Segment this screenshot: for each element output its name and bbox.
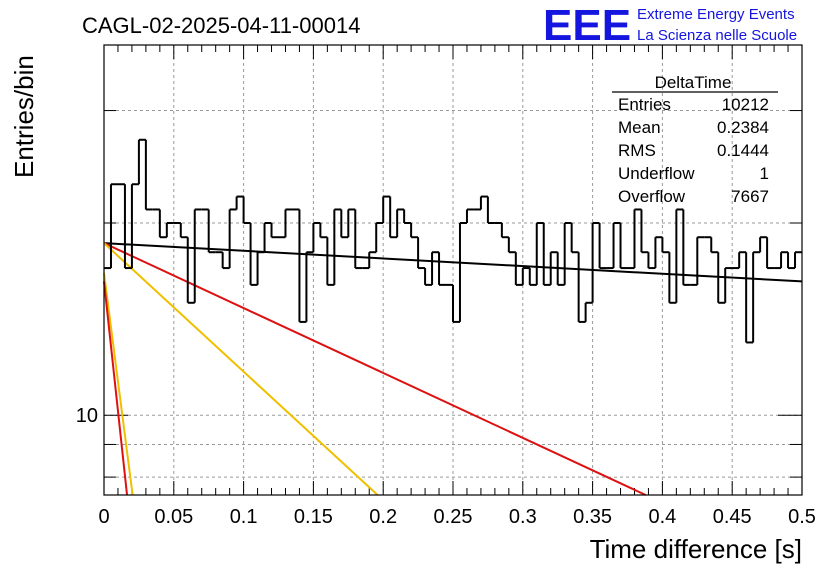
stats-title: DeltaTime bbox=[655, 73, 732, 92]
x-tick-label: 0.05 bbox=[154, 506, 193, 528]
fit-line bbox=[103, 242, 803, 283]
x-tick-label: 0.45 bbox=[713, 506, 752, 528]
x-tick-label: 0.1 bbox=[230, 506, 258, 528]
x-tick-label: 0.25 bbox=[434, 506, 473, 528]
logo-line-1: Extreme Energy Events bbox=[637, 6, 795, 23]
y-axis-label: Entries/bin bbox=[9, 55, 39, 178]
fit-line bbox=[103, 281, 129, 496]
stats-label-mean: Mean bbox=[618, 118, 661, 137]
stats-box: DeltaTime Entries 10212 Mean 0.2384 RMS … bbox=[612, 73, 778, 206]
y-tick-label: 10 bbox=[76, 405, 98, 427]
chart-title: CAGL-02-2025-04-11-00014 bbox=[82, 13, 360, 38]
x-tick-label: 0.5 bbox=[788, 506, 816, 528]
x-tick-label: 0.4 bbox=[648, 506, 676, 528]
stats-value-mean: 0.2384 bbox=[717, 118, 769, 137]
stats-label-underflow: Underflow bbox=[618, 164, 695, 183]
fit-line bbox=[103, 242, 379, 496]
logo-line-2: La Scienza nelle Scuole bbox=[637, 27, 797, 44]
stats-value-rms: 0.1444 bbox=[717, 141, 769, 160]
x-tick-label: 0.3 bbox=[509, 506, 537, 528]
histogram bbox=[104, 138, 802, 344]
stats-label-rms: RMS bbox=[618, 141, 656, 160]
stats-value-underflow: 1 bbox=[760, 164, 769, 183]
stats-label-entries: Entries bbox=[618, 95, 671, 114]
x-tick-labels: 0 0.05 0.1 0.15 0.2 0.25 0.3 0.35 0.4 0.45 0.5 bbox=[98, 506, 815, 528]
x-tick-label: 0.2 bbox=[369, 506, 397, 528]
x-tick-label: 0.15 bbox=[294, 506, 333, 528]
fit-line bbox=[103, 272, 134, 496]
x-tick-label: 0.35 bbox=[573, 506, 612, 528]
stats-label-overflow: Overflow bbox=[618, 187, 686, 206]
y-tick-labels: 10 bbox=[76, 405, 98, 427]
stats-value-overflow: 7667 bbox=[731, 187, 769, 206]
x-tick-label: 0 bbox=[98, 506, 109, 528]
eee-logo-mark: EEE bbox=[543, 1, 631, 50]
plot-frame bbox=[103, 44, 803, 496]
stats-value-entries: 10212 bbox=[722, 95, 769, 114]
x-axis-label: Time difference [s] bbox=[590, 534, 802, 564]
